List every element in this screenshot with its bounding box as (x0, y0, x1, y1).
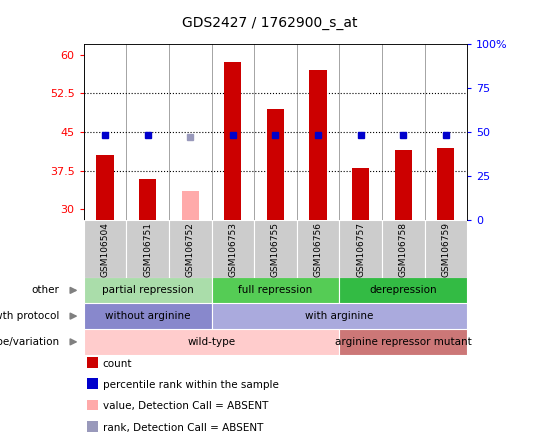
Text: derepression: derepression (369, 285, 437, 295)
Text: genotype/variation: genotype/variation (0, 337, 59, 347)
Text: value, Detection Call = ABSENT: value, Detection Call = ABSENT (103, 401, 268, 411)
Bar (84, 303, 212, 329)
Text: GSM106757: GSM106757 (356, 222, 365, 278)
Text: growth protocol: growth protocol (0, 311, 59, 321)
Bar (126, 220, 169, 278)
Text: GSM106752: GSM106752 (186, 222, 195, 277)
Text: GSM106756: GSM106756 (314, 222, 322, 278)
Bar (309, 70, 327, 220)
Bar (212, 303, 467, 329)
Bar (352, 168, 369, 220)
Text: other: other (31, 285, 59, 295)
Text: rank, Detection Call = ABSENT: rank, Detection Call = ABSENT (103, 423, 263, 432)
Text: without arginine: without arginine (105, 311, 191, 321)
Text: GSM106758: GSM106758 (399, 222, 408, 278)
Bar (382, 220, 424, 278)
Bar (97, 155, 113, 220)
Bar (296, 220, 339, 278)
Bar (339, 329, 467, 355)
Bar (224, 63, 241, 220)
Text: GSM106759: GSM106759 (441, 222, 450, 278)
Bar (395, 150, 411, 220)
Bar (437, 147, 454, 220)
Bar (84, 220, 126, 278)
Text: GSM106504: GSM106504 (100, 222, 110, 277)
Bar (254, 220, 296, 278)
Bar (87, 357, 98, 368)
Bar (181, 191, 199, 220)
Text: with arginine: with arginine (305, 311, 374, 321)
Bar (87, 400, 98, 410)
Text: arginine repressor mutant: arginine repressor mutant (335, 337, 471, 347)
Bar (212, 220, 254, 278)
Bar (339, 278, 467, 303)
Text: partial repression: partial repression (102, 285, 193, 295)
Bar (212, 278, 339, 303)
Text: full repression: full repression (238, 285, 313, 295)
Text: count: count (103, 359, 132, 369)
Bar (87, 378, 98, 389)
Bar (87, 421, 98, 432)
Text: GDS2427 / 1762900_s_at: GDS2427 / 1762900_s_at (183, 16, 357, 30)
Text: percentile rank within the sample: percentile rank within the sample (103, 380, 279, 390)
Text: GSM106753: GSM106753 (228, 222, 237, 278)
Bar (139, 178, 156, 220)
Bar (267, 109, 284, 220)
Text: GSM106751: GSM106751 (143, 222, 152, 278)
Bar (84, 278, 212, 303)
Bar (169, 220, 212, 278)
Text: GSM106755: GSM106755 (271, 222, 280, 278)
Bar (424, 220, 467, 278)
Bar (84, 329, 339, 355)
Bar (339, 220, 382, 278)
Text: wild-type: wild-type (187, 337, 235, 347)
